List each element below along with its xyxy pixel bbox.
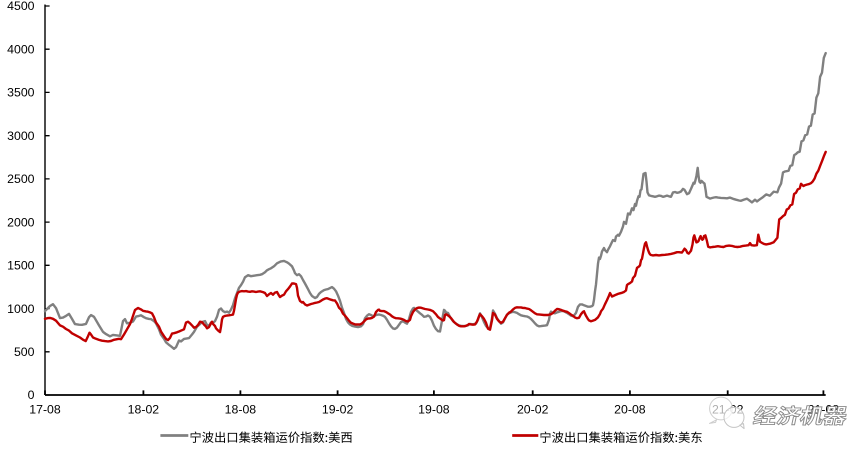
svg-text:20-02: 20-02	[517, 403, 549, 417]
svg-text:4500: 4500	[7, 0, 35, 13]
svg-text:4000: 4000	[7, 42, 35, 56]
svg-text:500: 500	[14, 345, 35, 359]
svg-text:20-08: 20-08	[614, 403, 646, 417]
svg-text:2000: 2000	[7, 215, 35, 229]
svg-text:2500: 2500	[7, 172, 35, 186]
svg-text:17-08: 17-08	[29, 403, 61, 417]
svg-text:18-08: 18-08	[225, 403, 257, 417]
svg-text:3000: 3000	[7, 129, 35, 143]
svg-text:19-02: 19-02	[322, 403, 354, 417]
svg-text:1500: 1500	[7, 259, 35, 273]
svg-text:1000: 1000	[7, 302, 35, 316]
svg-text:19-08: 19-08	[418, 403, 450, 417]
svg-text:3500: 3500	[7, 86, 35, 100]
svg-text:18-02: 18-02	[128, 403, 160, 417]
svg-text:0: 0	[28, 388, 35, 402]
